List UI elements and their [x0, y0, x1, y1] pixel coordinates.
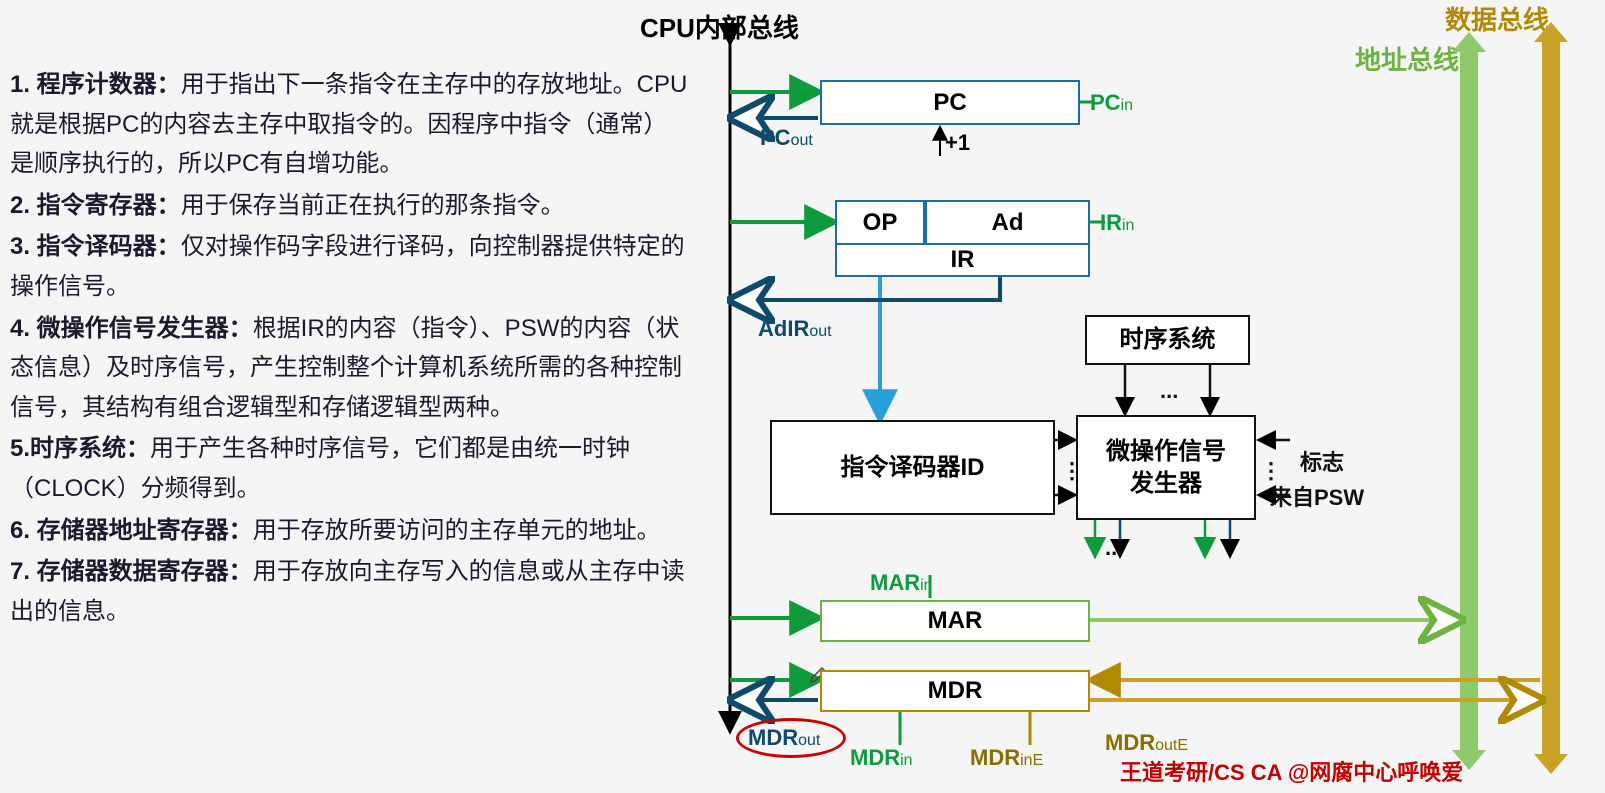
- box-id: 指令译码器ID: [770, 420, 1055, 515]
- ellipsis: ...: [1160, 378, 1178, 404]
- label-mdr_ine: MDRinE: [970, 745, 1043, 771]
- ellipsis: ⋮: [1061, 458, 1083, 484]
- label-pc_in: PCin: [1090, 90, 1133, 116]
- definition-item: 3. 指令译码器：仅对操作码字段进行译码，向控制器提供特定的操作信号。: [10, 227, 690, 306]
- addr-bus-title: 地址总线: [1355, 40, 1459, 77]
- watermark: 王道考研/CS CA @网腐中心呼唤爱: [1120, 755, 1463, 787]
- data-bus-title: 数据总线: [1445, 0, 1549, 37]
- label-plus1: +1: [945, 130, 970, 156]
- label-mar_in: MARin: [870, 570, 933, 596]
- label-psw1: 标志: [1300, 445, 1344, 477]
- definition-list: 1. 程序计数器：用于指出下一条指令在主存中的存放地址。CPU就是根据PC的内容…: [10, 65, 690, 633]
- ellipsis: ...: [1105, 535, 1123, 561]
- box-mdr: MDR: [820, 670, 1090, 712]
- label-ir_in: IRin: [1100, 210, 1134, 236]
- box-ir_ad: Ad: [925, 200, 1090, 245]
- ellipsis: ⋮: [1260, 458, 1282, 484]
- cpu-diagram: CPU内部总线 数据总线 地址总线: [640, 0, 1605, 793]
- definition-item: 1. 程序计数器：用于指出下一条指令在主存中的存放地址。CPU就是根据PC的内容…: [10, 65, 690, 184]
- box-timing: 时序系统: [1085, 315, 1250, 365]
- label-pc_out: PCout: [760, 125, 813, 151]
- label-mdr_in: MDRin: [850, 745, 913, 771]
- box-ir_op: OP: [835, 200, 925, 245]
- box-microop: 微操作信号 发生器: [1076, 415, 1256, 520]
- label-psw2: 来自PSW: [1270, 480, 1364, 512]
- label-mdr_oute: MDRoutE: [1105, 730, 1188, 756]
- definition-item: 6. 存储器地址寄存器：用于存放所要访问的主存单元的地址。: [10, 511, 690, 551]
- label-adir_out: AdIRout: [758, 316, 832, 342]
- box-ir_label: IR: [835, 245, 1090, 277]
- definition-item: 7. 存储器数据寄存器：用于存放向主存写入的信息或从主存中读出的信息。: [10, 552, 690, 631]
- definition-item: 2. 指令寄存器：用于保存当前正在执行的那条指令。: [10, 186, 690, 226]
- box-pc: PC: [820, 80, 1080, 125]
- box-mar: MAR: [820, 600, 1090, 642]
- definition-item: 5.时序系统：用于产生各种时序信号，它们都是由统一时钟（CLOCK）分频得到。: [10, 429, 690, 508]
- arrows-svg: [640, 0, 1605, 793]
- definition-item: 4. 微操作信号发生器：根据IR的内容（指令）、PSW的内容（状态信息）及时序信…: [10, 309, 690, 428]
- highlight-circle: [736, 718, 846, 758]
- cpu-bus-title: CPU内部总线: [640, 8, 799, 45]
